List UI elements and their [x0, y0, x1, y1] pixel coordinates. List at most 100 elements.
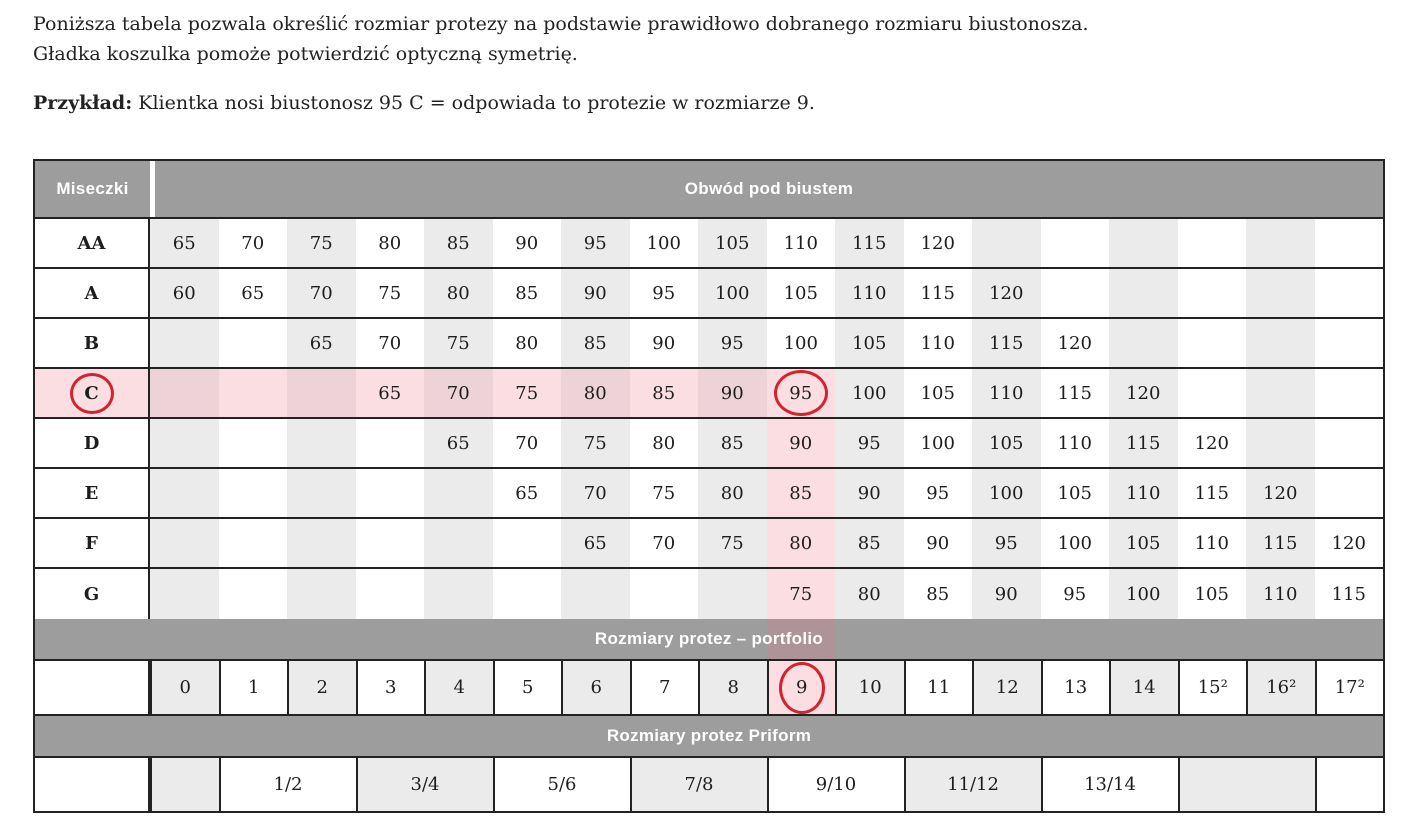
bust-cell — [424, 469, 493, 517]
bust-cell: 105 — [1057, 482, 1092, 504]
bust-cell: 65 — [561, 519, 630, 567]
portfolio-size-cell: 10 — [835, 661, 904, 714]
intro-line-1: Poniższa tabela pozwala określić rozmiar… — [33, 13, 1089, 35]
bust-cell — [1246, 319, 1315, 367]
bust-cell — [150, 419, 219, 467]
cup-row-B: B 65 70 75 80 85 90 95 100 105 110 115 120 — [35, 319, 1383, 369]
bust-cell: 110 — [1194, 532, 1229, 554]
portfolio-size-cell: 5 — [492, 661, 562, 714]
bust-cell — [1246, 219, 1315, 267]
bust-cell: 95 — [1063, 583, 1087, 605]
column-highlight-tint — [766, 619, 835, 659]
bust-cell: 105 — [972, 419, 1041, 467]
bust-cell — [1315, 419, 1384, 467]
bust-cell — [1315, 469, 1384, 517]
bust-cell: 85 — [766, 469, 835, 517]
band-portfolio-label: Rozmiary protez – portfolio — [594, 629, 824, 648]
bust-cell: 70 — [287, 269, 356, 317]
bust-cell: 65 — [424, 419, 493, 467]
portfolio-size-cell: 11 — [903, 661, 973, 714]
bust-cell — [356, 519, 425, 567]
bust-cell: 115 — [1194, 482, 1229, 504]
bust-cell: 70 — [515, 432, 539, 454]
bust-cell: 85 — [629, 369, 698, 417]
bust-cell — [1178, 269, 1247, 317]
bust-cell: 75 — [766, 569, 835, 619]
bust-cell — [1109, 319, 1178, 367]
bust-cell: 80 — [835, 569, 904, 619]
bust-cell — [287, 369, 356, 417]
bust-cell: 80 — [378, 232, 402, 254]
bust-cell: 85 — [835, 519, 904, 567]
bust-cell: 105 — [920, 382, 955, 404]
bust-cell: 115 — [835, 219, 904, 267]
priform-size-row: 1/2 3/4 5/6 7/8 9/10 11/12 13/14 — [35, 758, 1383, 811]
bust-cell: 80 — [652, 432, 676, 454]
bust-cell — [1178, 369, 1247, 417]
bust-cell — [150, 569, 219, 619]
portfolio-size-cell: 15² — [1177, 661, 1247, 714]
portfolio-size-cell: 12 — [972, 661, 1041, 714]
priform-size-cell — [1314, 758, 1384, 811]
bust-cell — [1315, 269, 1384, 317]
cup-label-E: E — [35, 469, 150, 517]
bust-cell: 115 — [1057, 382, 1092, 404]
bust-cell: 95 — [766, 369, 835, 417]
bust-cell: 90 — [561, 269, 630, 317]
bust-cell: 110 — [1057, 432, 1092, 454]
bust-cell: 100 — [646, 232, 681, 254]
bust-cell — [493, 569, 562, 619]
bust-cell: 115 — [1109, 419, 1178, 467]
example-label: Przykład: — [33, 92, 133, 114]
priform-row-label-cell — [35, 758, 150, 811]
bust-cell — [287, 569, 356, 619]
bust-cell: 70 — [241, 232, 265, 254]
bust-cell — [1246, 419, 1315, 467]
priform-size-cell — [1177, 758, 1315, 811]
cup-row-F: F 65 70 75 80 85 90 95 100 105 110 115 120 — [35, 519, 1383, 569]
bust-cell: 80 — [766, 519, 835, 567]
bust-cell: 95 — [835, 419, 904, 467]
bust-cell — [150, 469, 219, 517]
bust-cell — [356, 569, 425, 619]
cup-label-G: G — [35, 569, 150, 619]
bust-cell — [424, 519, 493, 567]
cup-row-C: C 65 70 75 80 85 90 95 100 105 110 115 120 — [35, 369, 1383, 419]
bust-cell: 110 — [835, 269, 904, 317]
bust-cell: 110 — [972, 369, 1041, 417]
red-circle-annotation: 9 — [778, 661, 825, 714]
bust-cell: 120 — [1246, 469, 1315, 517]
bust-cell: 105 — [783, 282, 818, 304]
bust-cell: 100 — [1109, 569, 1178, 619]
bust-cell: 75 — [561, 419, 630, 467]
bust-cell: 115 — [972, 319, 1041, 367]
bust-cell: 100 — [972, 469, 1041, 517]
cup-label-A: A — [35, 269, 150, 317]
bust-cell: 90 — [515, 232, 539, 254]
bust-cell: 65 — [515, 482, 539, 504]
bust-cell — [493, 519, 562, 567]
portfolio-size-row: 0 1 2 3 4 5 6 7 8 9 10 11 12 13 14 15² 16² 17² — [35, 661, 1383, 716]
bust-cell: 105 — [835, 319, 904, 367]
bust-cell: 75 — [287, 219, 356, 267]
bust-cell — [150, 319, 219, 367]
bust-cell: 85 — [698, 419, 767, 467]
bust-cell: 65 — [355, 369, 424, 417]
cup-label-D: D — [35, 419, 150, 467]
bust-cell — [150, 519, 219, 567]
cup-row-AA: AA 65 70 75 80 85 90 95 100 105 110 115 120 — [35, 219, 1383, 269]
bust-cell: 110 — [783, 232, 818, 254]
bust-cell: 85 — [424, 219, 493, 267]
bust-cell — [972, 219, 1041, 267]
bust-cell: 105 — [1194, 583, 1229, 605]
bust-cell: 85 — [515, 282, 539, 304]
bust-cell — [1178, 219, 1247, 267]
priform-size-cell: 9/10 — [766, 758, 904, 811]
bust-cell: 65 — [287, 319, 356, 367]
bust-cell — [219, 519, 288, 567]
portfolio-size-cell: 8 — [698, 661, 767, 714]
bust-cell: 120 — [1109, 369, 1178, 417]
bust-cell: 75 — [652, 482, 676, 504]
sizing-table: Miseczki Obwód pod biustem AA 65 70 75 80 85 9… — [33, 159, 1385, 813]
